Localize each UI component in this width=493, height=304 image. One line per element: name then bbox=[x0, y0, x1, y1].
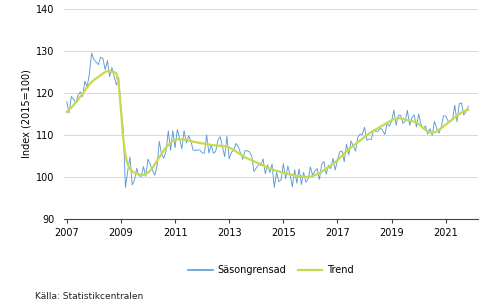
Y-axis label: Index (2015=100): Index (2015=100) bbox=[22, 70, 32, 158]
Text: Källa: Statistikcentralen: Källa: Statistikcentralen bbox=[35, 292, 143, 301]
Legend: Säsongrensad, Trend: Säsongrensad, Trend bbox=[184, 261, 358, 279]
